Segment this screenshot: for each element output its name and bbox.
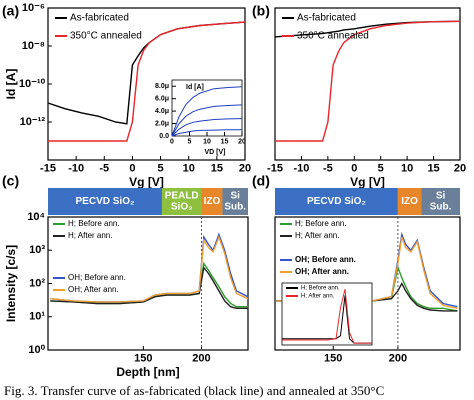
y-tick-label: 10⁰ <box>28 344 45 356</box>
layer-label: IZO <box>204 196 221 207</box>
y-axis-label: Id [A] <box>186 84 204 91</box>
x-axis-label: Vg [V] <box>129 175 164 189</box>
legend-label: OH; Before ann. <box>295 255 356 264</box>
x-tick-label: -10 <box>293 163 309 175</box>
x-axis-label: Vg [V] <box>350 175 385 189</box>
series-line <box>50 265 248 309</box>
series-line <box>171 86 243 137</box>
x-tick-label: 200 <box>192 353 210 365</box>
y-tick-label: 10² <box>29 277 45 289</box>
layer-label: SiO₂ <box>171 202 193 213</box>
series-line <box>48 21 246 142</box>
layer <box>48 188 162 215</box>
series-line <box>171 129 242 137</box>
y-tick-label: 10¹ <box>29 311 45 323</box>
y-tick-label: 10⁻¹² <box>20 116 46 128</box>
legend-label: H; Before ann. <box>301 286 340 292</box>
x-tick-label: -5 <box>99 163 109 175</box>
x-tick-label: 150 <box>134 353 152 365</box>
x-tick-label: 5 <box>188 138 192 145</box>
layer-label: PEALD <box>165 191 199 202</box>
x-tick-label: -5 <box>323 163 333 175</box>
x-tick-label: 200 <box>389 353 407 365</box>
legend-label: H; After ann. <box>68 231 112 240</box>
x-tick-label: -15 <box>40 163 56 175</box>
layer-label: IZO <box>401 196 418 207</box>
layer <box>161 188 202 215</box>
legend-label: As-fabricated <box>297 13 356 24</box>
panel-label: (c) <box>2 173 19 189</box>
x-tick-label: 20 <box>239 163 251 175</box>
y-tick-label: 0.0 <box>159 133 169 140</box>
series-line <box>282 289 372 344</box>
layer-label: Si <box>436 191 446 202</box>
x-axis-label: Depth [nm] <box>116 365 179 379</box>
legend-label: 350°C annealed <box>297 31 369 42</box>
y-tick-label: 6.0μ <box>155 96 169 103</box>
legend-label: H; After ann. <box>301 294 335 300</box>
series-line <box>50 234 249 303</box>
y-tick-label: 2.0μ <box>155 120 169 127</box>
x-tick-label: 15 <box>211 163 223 175</box>
y-axis-label: Id [A] <box>4 69 18 100</box>
layer-label: PECVD SiO₂ <box>76 196 135 207</box>
x-tick-label: 20 <box>454 163 466 175</box>
x-tick-label: 0 <box>351 163 357 175</box>
panel-label: (d) <box>252 173 270 189</box>
legend-label: OH; After ann. <box>68 285 119 294</box>
x-tick-label: 10 <box>183 163 195 175</box>
legend-label: OH; Before ann. <box>68 273 126 282</box>
layer <box>222 188 248 215</box>
layer <box>397 188 422 215</box>
x-tick-label: 20 <box>238 138 246 145</box>
inset-frame <box>281 282 373 346</box>
x-tick-label: 5 <box>158 163 164 175</box>
x-tick-label: 5 <box>378 163 384 175</box>
series-line <box>275 20 461 142</box>
y-tick-label: 4.0μ <box>155 108 169 115</box>
series-line <box>171 104 243 137</box>
y-tick-label: 10⁻⁸ <box>22 40 45 52</box>
y-tick-label: 10³ <box>29 244 45 256</box>
layer <box>275 188 398 215</box>
layer <box>201 188 223 215</box>
x-axis-label: VD [V] <box>205 149 226 156</box>
x-tick-label: 150 <box>324 353 342 365</box>
layer-label: PECVD SiO₂ <box>307 196 366 207</box>
layer-label: Si <box>230 191 240 202</box>
plot-frame <box>274 7 461 161</box>
x-tick-label: -15 <box>267 163 283 175</box>
y-tick-label: 10⁻⁶ <box>22 2 45 14</box>
legend-label: OH; After ann. <box>295 267 349 276</box>
x-tick-label: 0 <box>129 163 135 175</box>
y-tick-label: 8.0μ <box>155 83 169 90</box>
x-tick-label: -10 <box>68 163 84 175</box>
x-tick-label: 15 <box>427 163 439 175</box>
y-tick-label: 10⁴ <box>27 211 45 223</box>
x-tick-label: 10 <box>203 138 211 145</box>
x-tick-label: 10 <box>401 163 413 175</box>
legend-label: H; After ann. <box>295 231 339 240</box>
panel-label: (b) <box>252 3 270 19</box>
layer-label: Sub. <box>430 202 452 213</box>
x-tick-label: 15 <box>221 138 229 145</box>
legend-label: H; Before ann. <box>295 219 347 228</box>
y-axis-label: Intensity [c/s] <box>4 245 18 322</box>
legend-label: H; Before ann. <box>68 219 120 228</box>
x-tick-label: 0 <box>170 138 174 145</box>
y-tick-label: 10⁻¹⁰ <box>19 78 46 90</box>
legend-label: 350°C annealed <box>70 31 142 42</box>
layer <box>421 188 460 215</box>
legend-label: As-fabricated <box>70 13 129 24</box>
series-line <box>171 118 243 137</box>
panel-label: (a) <box>2 3 19 19</box>
caption: Fig. 3. Transfer curve of as-fabricated … <box>4 383 384 398</box>
layer-label: Sub. <box>224 202 246 213</box>
